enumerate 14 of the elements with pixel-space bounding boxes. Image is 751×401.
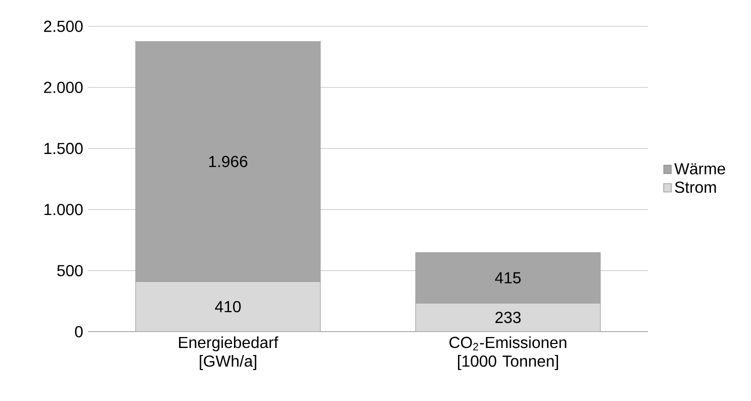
legend-label: Strom bbox=[674, 182, 716, 193]
y-tick-label: 2.500 bbox=[44, 20, 83, 32]
y-tick-label: 500 bbox=[57, 264, 83, 276]
data-label: 415 bbox=[495, 272, 521, 284]
legend-label: Wärme bbox=[674, 163, 726, 174]
y-tick-label: 0 bbox=[75, 326, 83, 338]
y-tick-label: 2.000 bbox=[44, 82, 83, 94]
data-label: 410 bbox=[215, 300, 241, 312]
data-label: 233 bbox=[495, 312, 521, 324]
x-tick-label: CO$_{2}$-Emissionen [1000 Tonnen] bbox=[450, 336, 566, 370]
x-tick-label: Energiebedarf [GWh/a] bbox=[179, 336, 278, 370]
y-tick-label: 1.000 bbox=[44, 204, 83, 216]
data-label: 1.966 bbox=[209, 156, 248, 168]
y-tick-label: 1.500 bbox=[44, 142, 83, 154]
